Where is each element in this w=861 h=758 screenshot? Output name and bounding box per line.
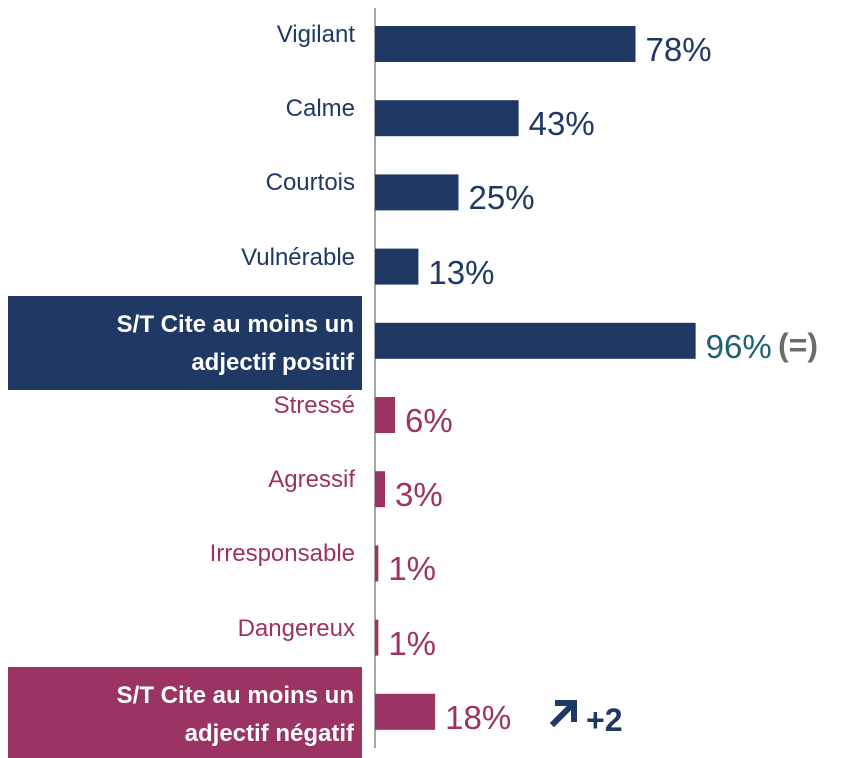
value-label: 25% — [468, 179, 535, 217]
category-label: Dangereux — [237, 614, 355, 642]
annotation: (=) — [778, 326, 818, 363]
bar — [375, 248, 419, 285]
category-label: Stressé — [273, 392, 355, 419]
value-label: 3% — [395, 476, 443, 514]
category-label: Vigilant — [276, 21, 355, 48]
category-label: Vulnérable — [241, 243, 355, 271]
category-label: Calme — [285, 95, 355, 123]
category-label: Courtois — [265, 169, 355, 197]
bar — [375, 26, 636, 62]
bar — [375, 397, 396, 433]
category-box: S/T Cite au moins un adjectif négatif — [8, 666, 362, 758]
annotation: +2 — [586, 701, 623, 738]
bar — [375, 322, 696, 359]
bar — [375, 174, 459, 211]
value-label: 78% — [645, 31, 712, 68]
value-label: 13% — [428, 253, 495, 291]
value-label: 1% — [388, 624, 437, 662]
arrow-icon — [549, 700, 577, 728]
value-label: 96% — [705, 327, 772, 365]
bar — [375, 693, 436, 730]
value-label: 1% — [388, 550, 437, 588]
value-label: 6% — [405, 402, 453, 439]
bar — [375, 100, 519, 137]
category-label: Agressif — [268, 466, 355, 494]
category-box: S/T Cite au moins un adjectif positif — [8, 295, 362, 390]
value-label: 18% — [445, 698, 512, 736]
bar — [375, 545, 379, 582]
category-label: Irresponsable — [209, 540, 355, 568]
value-label: 43% — [528, 105, 595, 143]
bar — [375, 471, 386, 508]
bar — [375, 619, 379, 656]
